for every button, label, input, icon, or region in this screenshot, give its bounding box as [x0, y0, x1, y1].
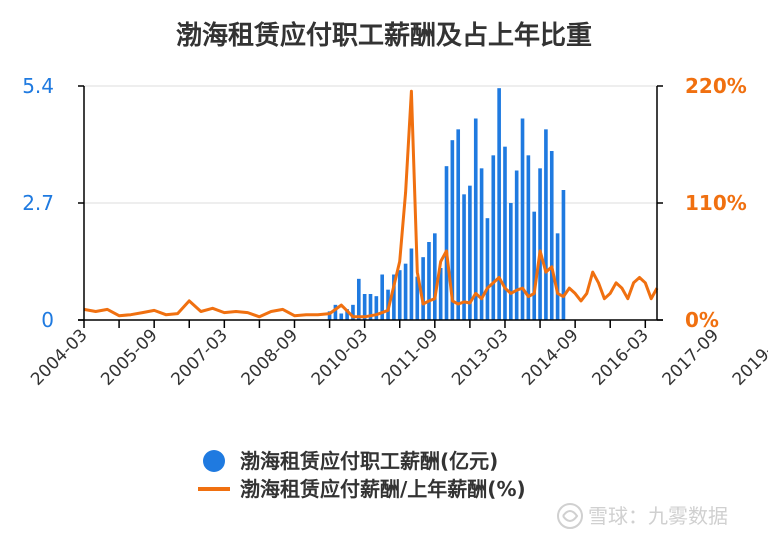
bar-16	[421, 257, 425, 320]
bar-39	[555, 233, 560, 320]
bar-25	[473, 118, 478, 320]
left-tick-label-1: 2.7	[22, 191, 54, 215]
bar-series	[327, 88, 566, 321]
line-series	[83, 89, 659, 319]
bar-28	[491, 155, 496, 320]
bar-15	[415, 276, 420, 320]
bar-21	[450, 140, 455, 320]
x-tick-label-2: 2007-03	[167, 325, 231, 389]
bar-2	[339, 313, 344, 320]
x-tick-label-3: 2008-09	[238, 325, 302, 389]
x-tick-label-7: 2014-09	[518, 325, 582, 389]
bar-8	[374, 296, 379, 320]
bar-27	[485, 218, 490, 320]
right-axis-ticks: 0% 110% 220%	[657, 74, 747, 332]
bar-19	[438, 268, 443, 320]
bar-13	[403, 263, 408, 320]
bar-36	[538, 168, 542, 320]
bar-12	[397, 270, 402, 320]
x-axis-ticks: 2004-03 2005-09 2007-03 2008-09 2010-03 2011-…	[27, 320, 768, 390]
bar-14	[409, 248, 414, 320]
legend-bar-marker	[203, 450, 225, 472]
snowball-logo-icon	[557, 503, 583, 529]
bar-20	[444, 166, 449, 320]
bar-18	[433, 233, 437, 320]
bar-1	[333, 304, 338, 320]
bar-30	[503, 146, 507, 320]
bar-40	[561, 190, 566, 320]
x-tick-label-5: 2011-09	[378, 325, 442, 389]
bar-33	[520, 118, 525, 320]
ratio-line	[83, 89, 659, 319]
bar-26	[479, 168, 484, 320]
bar-34	[526, 155, 531, 320]
gridlines	[84, 85, 657, 204]
bar-23	[462, 194, 466, 320]
legend: 渤海租赁应付职工薪酬(亿元) 渤海租赁应付薪酬/上年薪酬(%)	[198, 449, 526, 501]
right-tick-label-0: 0%	[685, 308, 719, 332]
bar-7	[368, 294, 373, 320]
right-tick-label-2: 220%	[685, 74, 747, 98]
bar-0	[327, 311, 332, 320]
bar-6	[362, 294, 367, 320]
watermark-text: 雪球：九雾数据	[588, 504, 728, 528]
bar-4	[351, 304, 355, 320]
watermark: 雪球：九雾数据	[557, 503, 728, 529]
right-tick-label-1: 110%	[685, 191, 747, 215]
bar-5	[356, 278, 361, 320]
x-tick-label-9: 2017-09	[659, 325, 723, 389]
left-tick-label-2: 5.4	[22, 74, 54, 98]
x-tick-label-4: 2010-03	[308, 325, 372, 389]
chart-title: 渤海租赁应付职工薪酬及占上年比重	[176, 20, 592, 51]
bar-11	[392, 274, 396, 320]
x-tick-label-8: 2016-03	[588, 325, 652, 389]
left-tick-label-0: 0	[41, 308, 54, 332]
bar-37	[544, 129, 548, 320]
bar-9	[380, 274, 385, 320]
bar-29	[497, 88, 501, 321]
bar-17	[427, 242, 431, 320]
x-tick-label-6: 2013-03	[448, 325, 512, 389]
bar-32	[514, 170, 519, 320]
bar-22	[456, 129, 461, 320]
bar-38	[549, 151, 554, 320]
bar-35	[532, 211, 537, 320]
bar-31	[509, 203, 513, 320]
x-tick-label-10: 2019-03	[729, 325, 768, 389]
legend-label-1: 渤海租赁应付薪酬/上年薪酬(%)	[240, 477, 526, 501]
left-axis-ticks: 0 2.7 5.4	[22, 74, 84, 332]
legend-label-0: 渤海租赁应付职工薪酬(亿元)	[240, 449, 498, 473]
x-tick-label-1: 2005-09	[97, 325, 161, 389]
bar-24	[468, 185, 472, 320]
bar-3	[345, 309, 349, 320]
x-tick-label-0: 2004-03	[27, 325, 91, 389]
